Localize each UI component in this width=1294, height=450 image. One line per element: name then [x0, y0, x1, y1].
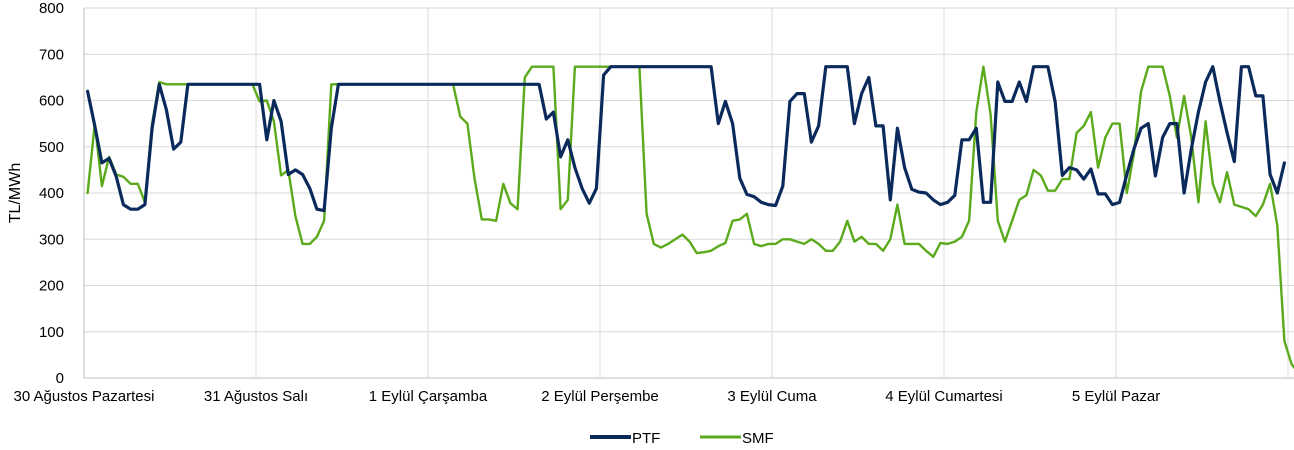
y-tick-label: 700	[39, 46, 64, 63]
x-tick-label: 31 Ağustos Salı	[204, 388, 308, 405]
y-tick-label: 100	[39, 324, 64, 341]
legend-label-smf: SMF	[742, 430, 774, 447]
series-line-smf	[86, 65, 1294, 370]
y-axis-title: TL/MWh	[7, 163, 24, 223]
y-tick-label: 0	[56, 370, 64, 387]
x-tick-label: 4 Eylül Cumartesi	[885, 388, 1003, 405]
tick-labels: 0 100 200 300 400 500 600 700 800 30 Ağustos Paza…	[14, 0, 1161, 405]
y-tick-label: 600	[39, 93, 64, 110]
y-tick-label: 300	[39, 231, 64, 248]
axes	[83, 8, 1294, 379]
x-tick-label: 3 Eylül Cuma	[727, 388, 817, 405]
x-tick-label: 5 Eylül Pazar	[1072, 388, 1160, 405]
series-line-ptf	[85, 65, 1287, 213]
x-tick-label: 30 Ağustos Pazartesi	[14, 388, 155, 405]
y-tick-label: 500	[39, 139, 64, 156]
y-tick-label: 800	[39, 0, 64, 17]
legend: PTF SMF	[590, 430, 774, 447]
legend-label-ptf: PTF	[632, 430, 660, 447]
y-tick-label: 400	[39, 185, 64, 202]
x-tick-label: 2 Eylül Perşembe	[541, 388, 659, 405]
grid-lines	[84, 7, 1294, 378]
x-tick-label: 1 Eylül Çarşamba	[369, 388, 488, 405]
y-tick-label: 200	[39, 278, 64, 295]
series-lines	[85, 65, 1294, 370]
